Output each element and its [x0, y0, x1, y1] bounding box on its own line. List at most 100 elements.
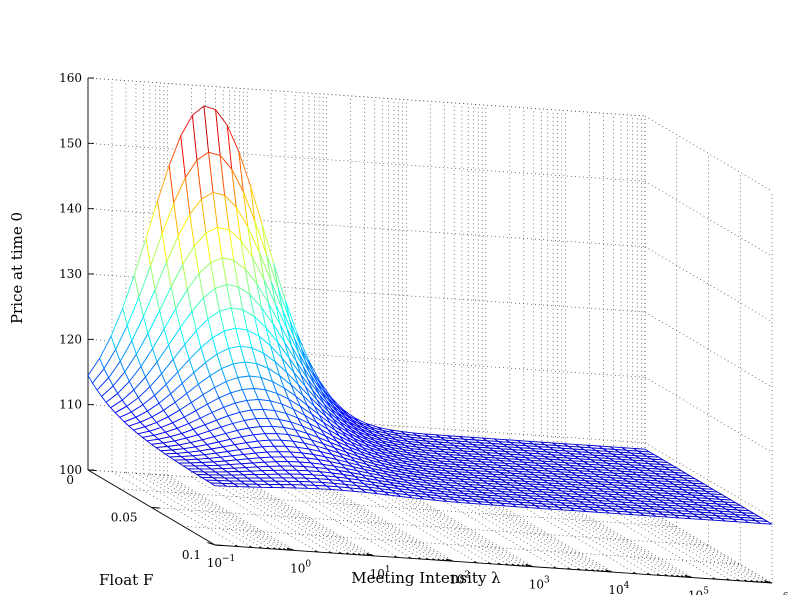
grid-line: [364, 488, 492, 565]
x-tick-label: 105: [688, 587, 709, 595]
x-tick-mark: [646, 573, 651, 576]
grid-line: [270, 482, 399, 558]
x-tick-label: 10−1: [207, 554, 236, 570]
x-tick-mark: [235, 545, 240, 548]
grid-line: [149, 473, 278, 550]
grid-line: [167, 475, 295, 551]
grid-line: [382, 489, 510, 566]
x-tick-mark: [207, 542, 216, 546]
x-tick-mark: [744, 579, 749, 582]
x-tick-label: 100: [290, 559, 311, 575]
x-tick-mark: [338, 552, 343, 555]
x-tick-mark: [425, 558, 430, 561]
grid-line: [163, 474, 292, 551]
grid-line: [183, 525, 741, 565]
x-tick-mark: [511, 563, 516, 566]
grid-line: [589, 503, 717, 580]
grid-line: [393, 490, 522, 567]
grid-line: [552, 501, 681, 578]
x-tick-exponent: −1: [222, 554, 235, 564]
grid-line: [402, 491, 530, 567]
grid-line: [644, 507, 773, 584]
x-tick-mark: [497, 562, 502, 565]
grid-line: [155, 474, 283, 550]
grid-line: [644, 246, 773, 322]
x-tick-exponent: 6: [783, 592, 789, 595]
grid-line: [613, 505, 741, 582]
x-tick-exponent: 0: [305, 559, 311, 569]
grid-line: [87, 77, 646, 117]
grid-line: [468, 495, 596, 572]
grid-line: [454, 494, 582, 571]
grid-line: [159, 474, 288, 551]
grid-line: [284, 483, 413, 559]
grid-line: [318, 485, 447, 562]
grid-line: [473, 496, 601, 572]
x-tick-mark: [736, 579, 741, 582]
grid-line: [246, 480, 375, 557]
axis-lines: [87, 77, 773, 584]
x-tick-mark: [473, 561, 478, 564]
x-tick-mark: [286, 548, 292, 551]
grid-line: [557, 501, 685, 578]
grid-line: [644, 442, 773, 518]
x-tick-mark: [764, 580, 773, 584]
x-tick-mark: [584, 568, 590, 571]
x-tick-mark: [505, 563, 510, 566]
x-tick-mark: [577, 568, 582, 571]
x-tick-mark: [517, 564, 522, 567]
x-tick-mark: [366, 553, 375, 557]
y-tick-label: 0: [66, 473, 74, 487]
x-tick-mark: [755, 580, 760, 583]
grid-line: [482, 496, 610, 573]
grid-line: [308, 484, 437, 561]
grid-line: [87, 77, 646, 117]
grid-line: [143, 473, 271, 550]
z-axis-label: Price at time 0: [8, 212, 26, 324]
x-tick-label: 103: [529, 576, 550, 592]
x-tick-mark: [553, 566, 558, 569]
grid-line: [215, 478, 343, 554]
grid-line: [523, 499, 652, 576]
grid-line: [243, 480, 371, 556]
grid-line: [561, 502, 689, 578]
x-tick-base: 10: [608, 583, 623, 595]
x-tick-mark: [394, 555, 399, 558]
grid-line: [398, 490, 526, 567]
x-tick-mark: [442, 559, 447, 562]
grid-line: [205, 477, 333, 554]
grid-line: [388, 490, 516, 566]
grid-line: [603, 504, 731, 581]
grid-line: [477, 496, 606, 572]
grid-line: [234, 479, 362, 556]
grid-line: [637, 507, 765, 583]
grid-line: [461, 495, 590, 571]
grid-line: [620, 506, 749, 582]
x-tick-mark: [726, 578, 731, 581]
x-tick-mark: [764, 581, 769, 584]
x-tick-mark: [680, 575, 685, 578]
x-tick-mark: [272, 547, 278, 550]
x-tick-label: 104: [608, 581, 629, 595]
x-tick-mark: [418, 557, 423, 560]
z-tick-label: 140: [59, 202, 82, 216]
x-tick-mark: [266, 547, 271, 550]
x-tick-mark: [445, 558, 454, 562]
x-tick-exponent: 4: [624, 581, 630, 591]
grid-line: [644, 311, 773, 388]
x-tick-mark: [521, 564, 526, 567]
grid-line: [135, 472, 264, 549]
x-tick-mark: [676, 575, 681, 578]
grid-line: [223, 478, 351, 555]
grid-line: [239, 480, 367, 556]
x-tick-base: 10: [290, 561, 305, 575]
x-tick-mark: [750, 580, 755, 583]
x-tick-exponent: 1: [385, 565, 391, 575]
grid-line: [627, 506, 755, 583]
x-tick-mark: [286, 547, 295, 551]
x-tick-mark: [525, 563, 534, 568]
x-tick-mark: [357, 553, 362, 556]
grid-line: [406, 491, 534, 568]
x-tick-mark: [328, 551, 333, 554]
